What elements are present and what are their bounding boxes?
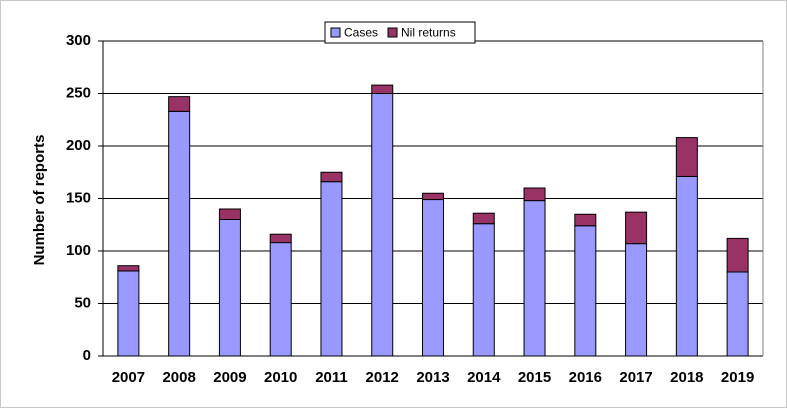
x-tick-label: 2015 bbox=[518, 369, 551, 386]
bar-segment bbox=[726, 271, 749, 357]
x-tick-label: 2012 bbox=[366, 369, 399, 386]
legend-label: Cases bbox=[344, 26, 378, 40]
x-tick-label: 2009 bbox=[213, 369, 246, 386]
bar-segment bbox=[371, 93, 394, 357]
y-tick-label: 100 bbox=[66, 242, 91, 259]
bar-segment bbox=[625, 243, 648, 357]
x-tick-label: 2019 bbox=[721, 369, 754, 386]
legend-label: Nil returns bbox=[401, 26, 456, 40]
bar-segment bbox=[675, 137, 698, 177]
bar-segment bbox=[574, 225, 597, 357]
x-tick-label: 2008 bbox=[162, 369, 195, 386]
x-tick-label: 2011 bbox=[315, 369, 348, 386]
bar-segment bbox=[168, 96, 191, 112]
bar-segment bbox=[472, 212, 495, 225]
legend-swatch bbox=[330, 27, 341, 38]
y-axis-label: Number of reports bbox=[31, 135, 48, 266]
bar-segment bbox=[218, 208, 241, 220]
y-tick-label: 50 bbox=[74, 294, 91, 311]
x-tick-label: 2007 bbox=[112, 369, 145, 386]
x-tick-label: 2013 bbox=[416, 369, 449, 386]
y-tick-label: 200 bbox=[66, 137, 91, 154]
y-tick-label: 150 bbox=[66, 189, 91, 206]
bar-segment bbox=[320, 171, 343, 183]
bar-segment bbox=[269, 233, 292, 244]
bar-segment bbox=[371, 84, 394, 94]
x-tick-label: 2016 bbox=[569, 369, 602, 386]
legend-swatch bbox=[387, 27, 398, 38]
bar-segment bbox=[117, 270, 140, 357]
bar-segment bbox=[574, 213, 597, 227]
bar-segment bbox=[726, 237, 749, 273]
bar-segment bbox=[269, 242, 292, 357]
y-tick-label: 300 bbox=[66, 32, 91, 49]
bar-segment bbox=[523, 187, 546, 202]
bar-segment bbox=[117, 265, 140, 272]
legend-box bbox=[324, 21, 476, 44]
y-tick-label: 0 bbox=[83, 347, 91, 364]
bar-segment bbox=[472, 223, 495, 357]
bar-segment bbox=[422, 199, 444, 357]
y-tick-label: 250 bbox=[66, 84, 91, 101]
bar-segment bbox=[168, 110, 191, 357]
x-tick-label: 2010 bbox=[264, 369, 297, 386]
x-tick-label: 2018 bbox=[670, 369, 703, 386]
x-tick-label: 2017 bbox=[619, 369, 652, 386]
bar-segment bbox=[422, 192, 444, 201]
bar-segment bbox=[218, 219, 241, 357]
bar-segment bbox=[320, 181, 343, 357]
x-tick-label: 2014 bbox=[467, 369, 501, 386]
bar-segment bbox=[523, 200, 546, 357]
bar-segment bbox=[675, 175, 698, 357]
bar-segment bbox=[625, 211, 648, 245]
